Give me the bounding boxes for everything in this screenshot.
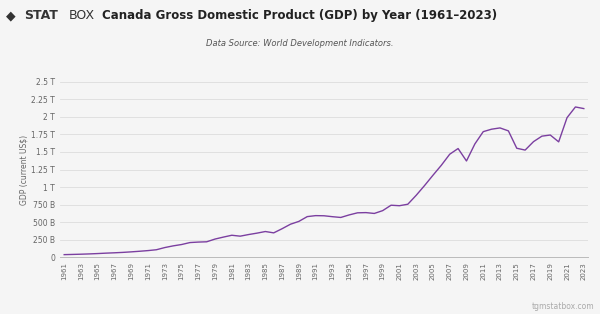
Text: Canada Gross Domestic Product (GDP) by Year (1961–2023): Canada Gross Domestic Product (GDP) by Y… (103, 9, 497, 22)
Text: tgmstatbox.com: tgmstatbox.com (532, 302, 594, 311)
Text: Data Source: World Development Indicators.: Data Source: World Development Indicator… (206, 39, 394, 48)
Y-axis label: GDP (current US$): GDP (current US$) (19, 134, 28, 205)
Text: ◆: ◆ (6, 9, 16, 22)
Text: BOX: BOX (69, 9, 95, 22)
Text: STAT: STAT (24, 9, 58, 22)
